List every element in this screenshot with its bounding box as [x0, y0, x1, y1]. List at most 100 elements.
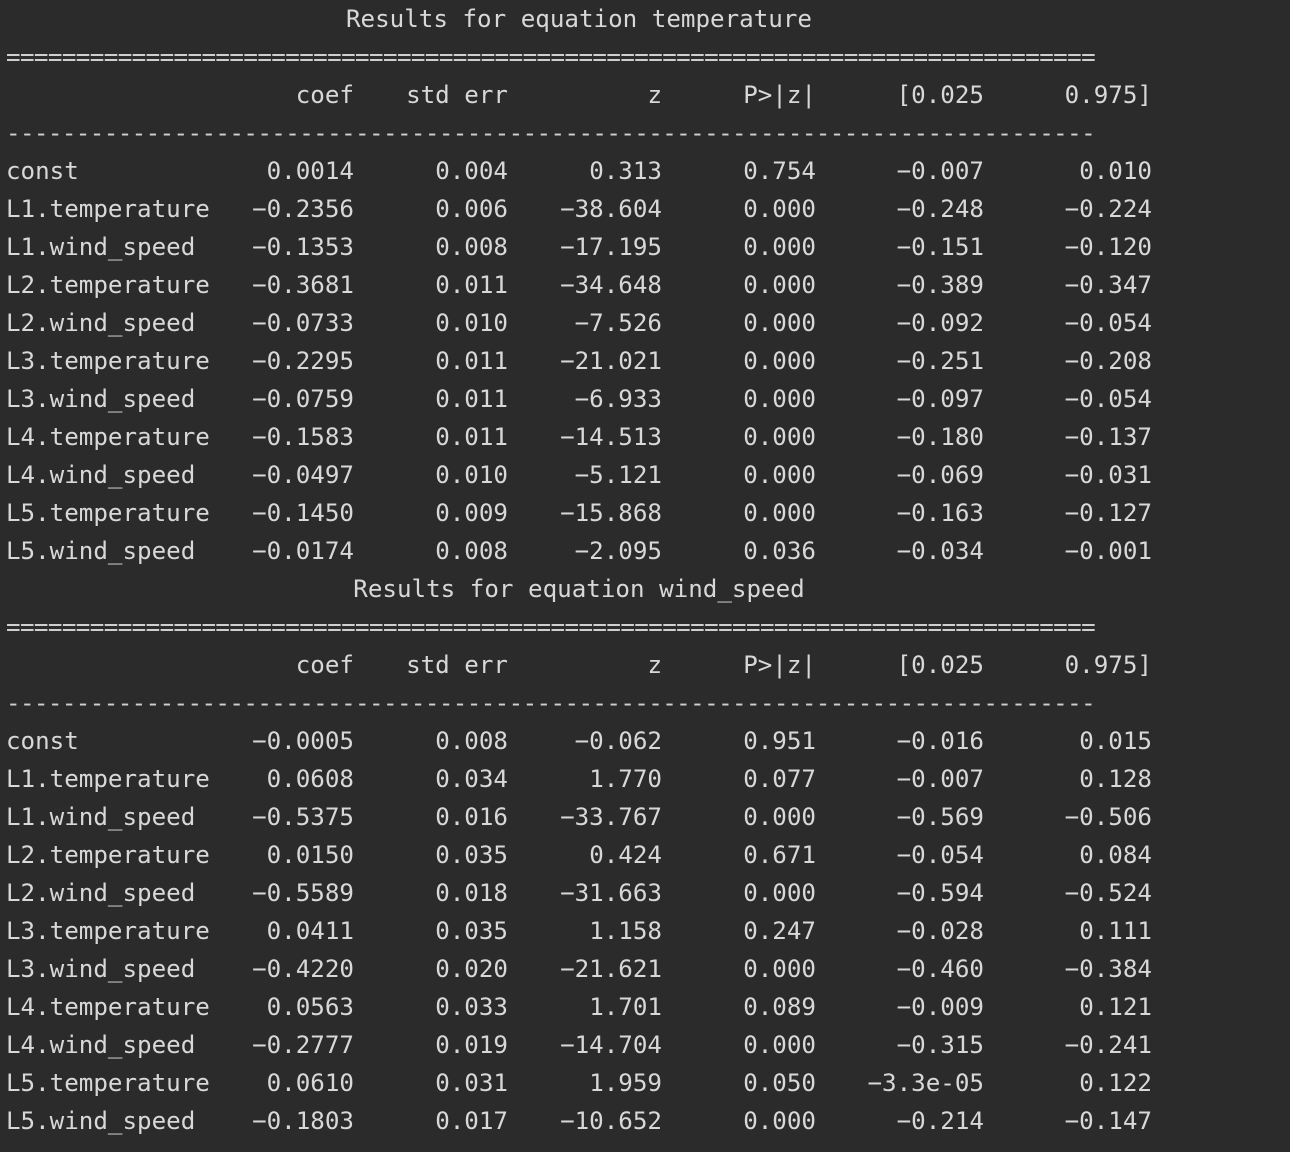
- ci-lower-cell: −0.016: [896, 727, 984, 755]
- ci-lower-cell: −0.007: [896, 765, 984, 793]
- p-value-cell: 0.754: [743, 157, 816, 185]
- coef-cell: −0.2356: [252, 195, 354, 223]
- table-row: L2.wind_speed −0.5589 0.018 −31.663 0.000 −0.…: [6, 874, 1152, 912]
- z-cell: −31.663: [560, 879, 662, 907]
- p-value-cell: 0.077: [743, 765, 816, 793]
- ci-upper-cell: −0.506: [1064, 803, 1152, 831]
- p-value-header: P>|z|: [743, 81, 816, 109]
- p-value-cell: 0.000: [743, 1031, 816, 1059]
- table-row: L2.temperature 0.0150 0.035 0.424 0.671 −0.05…: [6, 836, 1152, 874]
- variable-name: const: [6, 157, 79, 185]
- z-header: z: [647, 81, 662, 109]
- coef-cell: 0.0150: [266, 841, 354, 869]
- ci-lower-cell: −0.028: [896, 917, 984, 945]
- table-row: L4.temperature −0.1583 0.011 −14.513 0.000 −0…: [6, 418, 1152, 456]
- table-row: L1.wind_speed −0.1353 0.008 −17.195 0.000 −0.…: [6, 228, 1152, 266]
- table-row: L1.wind_speed −0.5375 0.016 −33.767 0.000 −0.…: [6, 798, 1152, 836]
- coef-cell: −0.3681: [252, 271, 354, 299]
- std-err-header: std err: [406, 81, 508, 109]
- std-err-cell: 0.008: [435, 727, 508, 755]
- variable-name: L1.wind_speed: [6, 233, 196, 261]
- z-cell: 0.313: [589, 157, 662, 185]
- coef-cell: −0.5589: [252, 879, 354, 907]
- std-err-cell: 0.031: [435, 1069, 508, 1097]
- ci-lower-cell: −0.009: [896, 993, 984, 1021]
- variable-name: L3.wind_speed: [6, 955, 196, 983]
- coef-cell: −0.0005: [252, 727, 354, 755]
- ci-lower-header: [0.025: [896, 81, 984, 109]
- ci-upper-cell: −0.224: [1064, 195, 1152, 223]
- ci-upper-cell: −0.031: [1064, 461, 1152, 489]
- ci-lower-cell: −0.069: [896, 461, 984, 489]
- z-cell: −21.621: [560, 955, 662, 983]
- std-err-cell: 0.010: [435, 461, 508, 489]
- double-rule: ========================================…: [6, 43, 1096, 71]
- ci-lower-header: [0.025: [896, 651, 984, 679]
- coef-cell: −0.0497: [252, 461, 354, 489]
- std-err-cell: 0.020: [435, 955, 508, 983]
- std-err-cell: 0.011: [435, 347, 508, 375]
- std-err-cell: 0.010: [435, 309, 508, 337]
- coef-cell: 0.0411: [266, 917, 354, 945]
- ci-lower-cell: −0.054: [896, 841, 984, 869]
- ci-upper-cell: −0.054: [1064, 309, 1152, 337]
- ci-upper-header: 0.975]: [1064, 651, 1152, 679]
- z-cell: −21.021: [560, 347, 662, 375]
- std-err-cell: 0.008: [435, 233, 508, 261]
- coef-cell: −0.2295: [252, 347, 354, 375]
- ci-upper-cell: −0.347: [1064, 271, 1152, 299]
- std-err-cell: 0.011: [435, 271, 508, 299]
- z-cell: −10.652: [560, 1107, 662, 1135]
- ci-lower-cell: −0.315: [896, 1031, 984, 1059]
- std-err-cell: 0.035: [435, 841, 508, 869]
- variable-name: L5.wind_speed: [6, 1107, 196, 1135]
- p-value-cell: 0.951: [743, 727, 816, 755]
- variable-name: L4.wind_speed: [6, 1031, 196, 1059]
- p-value-cell: 0.000: [743, 385, 816, 413]
- coef-header: coef: [295, 81, 354, 109]
- ci-lower-cell: −0.092: [896, 309, 984, 337]
- ci-lower-cell: −0.569: [896, 803, 984, 831]
- std-err-cell: 0.008: [435, 537, 508, 565]
- variable-name: L1.temperature: [6, 765, 210, 793]
- column-header-row: coef std err z P>|z| [0.025 0.975]: [6, 76, 1152, 114]
- coef-cell: −0.5375: [252, 803, 354, 831]
- z-cell: −15.868: [560, 499, 662, 527]
- table-row: L4.wind_speed −0.2777 0.019 −14.704 0.000 −0.…: [6, 1026, 1152, 1064]
- ci-lower-cell: −0.251: [896, 347, 984, 375]
- variable-name: L2.wind_speed: [6, 879, 196, 907]
- p-value-cell: 0.000: [743, 309, 816, 337]
- ci-lower-cell: −0.034: [896, 537, 984, 565]
- table-row: L4.temperature 0.0563 0.033 1.701 0.089 −0.00…: [6, 988, 1152, 1026]
- variable-name: L3.wind_speed: [6, 385, 196, 413]
- p-value-cell: 0.000: [743, 955, 816, 983]
- ci-upper-cell: 0.111: [1079, 917, 1152, 945]
- variable-name: L1.temperature: [6, 195, 210, 223]
- table-row: const −0.0005 0.008 −0.062 0.951 −0.016 0.015: [6, 722, 1152, 760]
- ci-lower-cell: −0.180: [896, 423, 984, 451]
- p-value-cell: 0.089: [743, 993, 816, 1021]
- table-row: L3.wind_speed −0.0759 0.011 −6.933 0.000 −0.0…: [6, 380, 1152, 418]
- z-cell: −14.704: [560, 1031, 662, 1059]
- section-title-text: Results for equation wind_speed: [353, 575, 805, 603]
- ci-upper-cell: −0.241: [1064, 1031, 1152, 1059]
- p-value-cell: 0.247: [743, 917, 816, 945]
- variable-name: L2.temperature: [6, 271, 210, 299]
- std-err-cell: 0.034: [435, 765, 508, 793]
- ci-upper-cell: −0.524: [1064, 879, 1152, 907]
- ci-lower-cell: −0.151: [896, 233, 984, 261]
- console-output: Results for equation temperature ========…: [6, 0, 1152, 1140]
- std-err-cell: 0.011: [435, 385, 508, 413]
- table-row: const 0.0014 0.004 0.313 0.754 −0.007 0.010: [6, 152, 1152, 190]
- table-row: L5.temperature −0.1450 0.009 −15.868 0.000 −0…: [6, 494, 1152, 532]
- coef-cell: 0.0563: [266, 993, 354, 1021]
- header-spacer: [6, 646, 206, 684]
- p-value-cell: 0.000: [743, 423, 816, 451]
- ci-lower-cell: −0.097: [896, 385, 984, 413]
- coef-cell: −0.4220: [252, 955, 354, 983]
- z-cell: −2.095: [574, 537, 662, 565]
- ci-upper-cell: 0.084: [1079, 841, 1152, 869]
- table-row: L2.temperature −0.3681 0.011 −34.648 0.000 −0…: [6, 266, 1152, 304]
- std-err-cell: 0.033: [435, 993, 508, 1021]
- table-row: L4.wind_speed −0.0497 0.010 −5.121 0.000 −0.0…: [6, 456, 1152, 494]
